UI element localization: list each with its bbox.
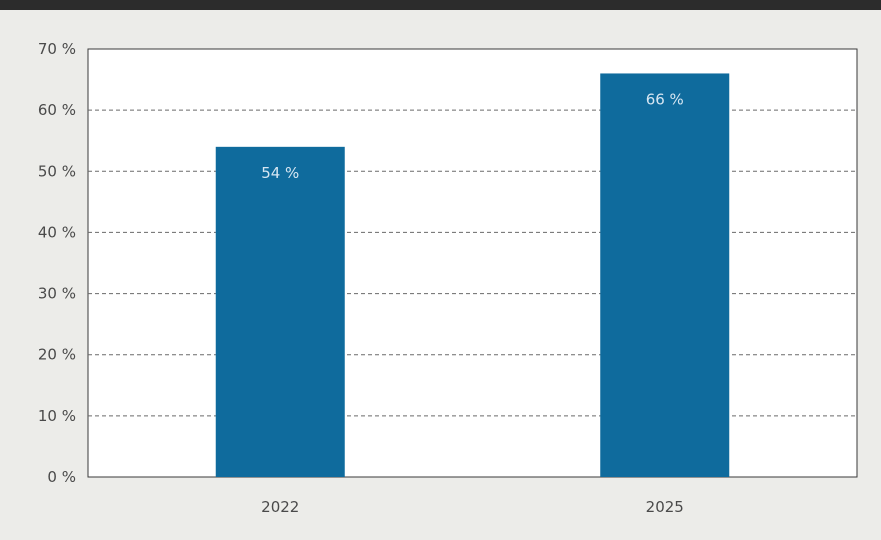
bars: 54 % 66 % <box>215 73 730 478</box>
x-axis-ticks: 2022 2025 <box>261 498 684 516</box>
y-tick-label: 0 % <box>47 468 76 486</box>
data-label-2022: 54 % <box>261 164 299 182</box>
data-label-2025: 66 % <box>646 90 684 108</box>
x-tick-label-2025: 2025 <box>646 498 684 516</box>
x-tick-label-2022: 2022 <box>261 498 299 516</box>
top-band <box>0 0 881 10</box>
y-tick-label: 50 % <box>38 162 76 180</box>
plot-area <box>87 48 858 478</box>
y-tick-label: 30 % <box>38 285 76 303</box>
y-axis-ticks: 0 % 10 % 20 % 30 % 40 % 50 % 60 % 70 % <box>38 40 76 486</box>
y-tick-label: 20 % <box>38 346 76 364</box>
y-tick-label: 70 % <box>38 40 76 58</box>
y-tick-label: 40 % <box>38 223 76 241</box>
bar-2025 <box>600 73 730 477</box>
y-tick-label: 60 % <box>38 101 76 119</box>
y-tick-label: 10 % <box>38 407 76 425</box>
bar-2022 <box>215 146 345 478</box>
